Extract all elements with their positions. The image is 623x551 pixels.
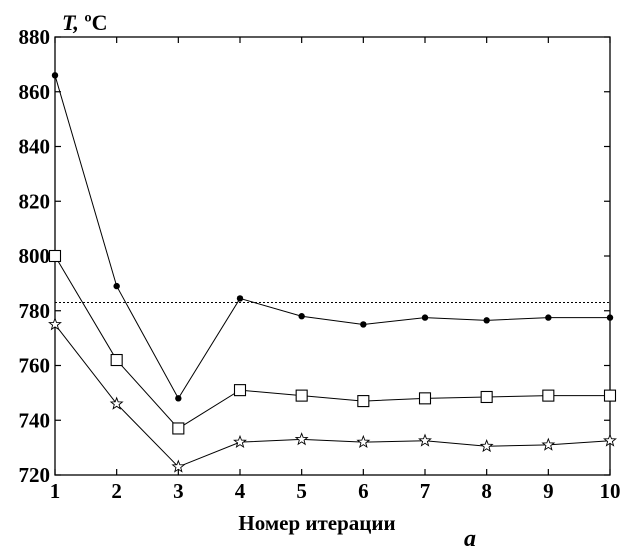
series-dot: [51, 72, 614, 402]
y-axis-unit: ºC: [79, 10, 108, 35]
data-point-dot: [236, 295, 244, 302]
y-tick-labels: 720 740 760 780 800 820 840 860 880: [19, 25, 51, 487]
data-point-dot: [51, 72, 59, 79]
data-point-dot: [421, 314, 429, 321]
data-point-square: [110, 353, 123, 367]
data-point-square: [172, 422, 185, 435]
y-axis-label: T, ºC: [62, 10, 108, 35]
data-point-square: [357, 395, 370, 408]
data-point-square: [418, 392, 432, 405]
axis-ticks: [54, 36, 611, 476]
series-line-star: [54, 324, 611, 468]
data-point-star: [233, 434, 247, 449]
x-tick-label: 10: [600, 479, 621, 503]
y-tick-label: 800: [19, 244, 51, 268]
y-tick-label: 720: [19, 463, 51, 487]
x-tick-labels: 1 2 3 4 5 6 7 8 9 10: [50, 479, 621, 503]
x-tick-label: 3: [173, 479, 184, 503]
y-tick-label: 780: [19, 299, 51, 323]
x-tick-label: 9: [543, 479, 554, 503]
data-point-square: [603, 389, 617, 402]
x-tick-label: 8: [481, 479, 492, 503]
data-point-square: [48, 249, 62, 263]
data-point-dot: [545, 314, 552, 321]
x-tick-label: 4: [235, 479, 246, 503]
data-point-dot: [175, 395, 182, 402]
x-axis-label: Номер итерации: [238, 511, 395, 535]
data-point-star: [541, 437, 556, 451]
x-tick-label: 7: [420, 479, 431, 503]
data-point-dot: [298, 313, 305, 320]
data-point-square: [295, 389, 308, 402]
series-star: [48, 317, 617, 473]
data-point-square: [480, 390, 493, 404]
data-point-square: [542, 389, 555, 402]
data-point-dot: [360, 321, 367, 328]
data-point-star: [603, 433, 617, 447]
data-point-star: [171, 459, 186, 473]
series-square: [48, 249, 617, 435]
y-tick-label: 880: [19, 25, 51, 49]
data-point-star: [356, 434, 371, 449]
y-tick-label: 860: [19, 80, 51, 104]
data-point-star: [294, 432, 309, 446]
series-line-square: [54, 255, 610, 430]
data-point-star: [48, 317, 62, 331]
data-point-dot: [483, 317, 490, 324]
panel-label: а: [464, 526, 476, 551]
data-point-star: [109, 396, 124, 410]
data-point-star: [479, 438, 494, 453]
y-tick-label: 760: [19, 354, 51, 378]
y-tick-label: 820: [19, 189, 51, 213]
y-tick-label: 840: [19, 135, 51, 159]
data-point-star: [418, 433, 432, 447]
x-tick-label: 1: [50, 479, 61, 503]
x-tick-label: 6: [358, 479, 369, 503]
y-tick-label: 740: [19, 408, 51, 432]
data-point-dot: [606, 314, 614, 321]
series-line-dot: [54, 75, 610, 400]
x-tick-label: 5: [296, 479, 307, 503]
data-point-square: [233, 384, 247, 397]
x-tick-label: 2: [111, 479, 122, 503]
y-axis-symbol: T,: [62, 10, 79, 35]
series-group: [48, 72, 617, 473]
data-point-dot: [113, 282, 120, 290]
plot-frame: [54, 36, 611, 476]
